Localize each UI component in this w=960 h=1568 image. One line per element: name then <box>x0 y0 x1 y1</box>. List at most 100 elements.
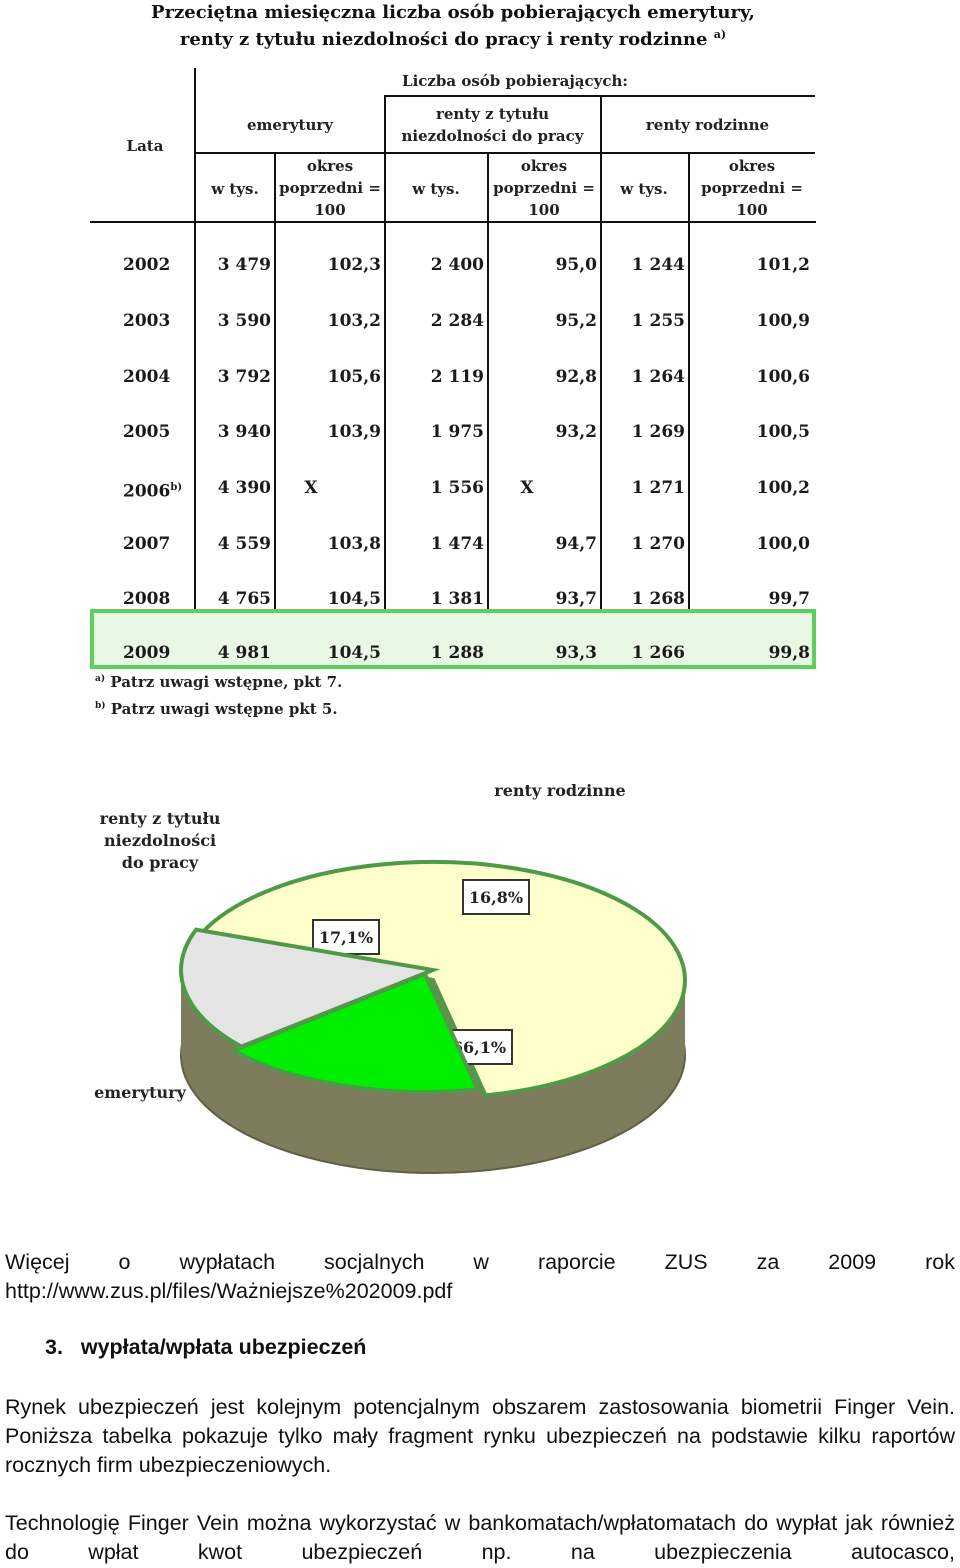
table-cell-c2: 102,3 <box>327 255 381 275</box>
subheader-index: okres poprzedni = 100 <box>275 155 385 221</box>
pie-chart: 66,1% 17,1% 16,8% <box>179 860 687 1174</box>
footnote-b-mark: b) <box>95 701 106 711</box>
table-cell-c1: 3 590 <box>217 311 271 331</box>
subheader-index-line-1: okres <box>306 157 354 175</box>
pie-slice-1 <box>228 971 481 1094</box>
table-cell-c4: X <box>520 478 534 498</box>
source-link[interactable]: http://www.zus.pl/files/Ważniejsze%20200… <box>5 1279 453 1303</box>
paragraph-finger-vein-atm: Technologię Finger Vein można wykorzysta… <box>5 1511 955 1564</box>
table-cell-c1: 3 479 <box>217 255 271 275</box>
table-cell-c4: 95,0 <box>555 255 597 275</box>
subheader-index-line-3: 100 <box>736 201 768 219</box>
table-cell-c4: 95,2 <box>555 311 597 331</box>
header-renty-niezdolnosc-line-1: renty z tytułu <box>435 105 550 123</box>
pie-slices: 66,1% 17,1% 16,8% <box>179 860 687 1098</box>
pie-label-emerytury: emerytury <box>94 1083 186 1102</box>
more-info-word: 2009 <box>828 1250 877 1274</box>
pie-slice-label-box <box>312 919 380 955</box>
table-cell-c6: 100,9 <box>756 311 810 331</box>
pie-label-renty-niezdolnosc: renty z tytułu niezdolności do pracy <box>85 808 235 874</box>
table-cell-c3: 1 288 <box>430 643 484 663</box>
subheader-index-line-3: 100 <box>528 201 560 219</box>
pie-label-renty-niezdolnosc-line-1: renty z tytułu <box>99 809 221 828</box>
table-cell-c5: 1 269 <box>631 422 685 442</box>
table-cell-c5: 1 271 <box>631 478 685 498</box>
cell-year-text: 2009 <box>123 643 171 663</box>
table-cell-c5: 1 255 <box>631 311 685 331</box>
cell-year-text: 2008 <box>123 589 171 609</box>
cell-year: 2008 <box>123 588 170 610</box>
table-cell-c3: 2 119 <box>430 367 484 387</box>
subheader-index-line-2: poprzedni = <box>279 179 381 197</box>
table-cell-c3: 1 381 <box>430 589 484 609</box>
table-cell-c3: 1 975 <box>430 422 484 442</box>
more-info-word: wypłatach <box>179 1250 276 1274</box>
header-renty-niezdolnosc-line-2: niezdolności do pracy <box>401 127 584 145</box>
footnote-a-text: Patrz uwagi wstępne, pkt 7. <box>110 673 343 691</box>
subheader-index-line-2: poprzedni = <box>493 179 595 197</box>
table-cell-c4: 93,3 <box>555 643 597 663</box>
cell-year: 2002 <box>123 254 170 276</box>
table-cell-c1: 4 559 <box>217 534 271 554</box>
section-heading-text: wypłata/wpłata ubezpieczeń <box>80 1335 367 1359</box>
pie-label-renty-niezdolnosc-line-3: do pracy <box>121 853 199 872</box>
table-cell-c5: 1 244 <box>631 255 685 275</box>
subheader-thousands: w tys. <box>620 180 668 198</box>
pie-slice-label-box <box>462 879 530 915</box>
column-divider <box>487 152 489 669</box>
pie-slice-2 <box>179 927 441 1049</box>
paragraph-insurance-market: Rynek ubezpieczeń jest kolejnym potencja… <box>5 1395 955 1477</box>
table-cell-c4: 93,7 <box>555 589 597 609</box>
table-cell-c6: 99,7 <box>768 589 810 609</box>
table-cell-c3: 2 284 <box>430 311 484 331</box>
table-cell-c4: 94,7 <box>555 534 597 554</box>
cell-year-text: 2007 <box>123 534 171 554</box>
table-cell-c4: 92,8 <box>555 367 597 387</box>
pie-slice-label: 66,1% <box>452 1038 506 1057</box>
table-cell-c6: 100,5 <box>756 422 810 442</box>
header-years: Lata <box>126 137 164 155</box>
more-info-word: o <box>118 1250 131 1274</box>
table-title-text: renty z tytułu niezdolności do pracy i r… <box>179 29 708 50</box>
table-cell-c6: 101,2 <box>756 255 810 275</box>
footnote-b-text: Patrz uwagi wstępne pkt 5. <box>110 700 338 718</box>
subheader-index: okres poprzedni = 100 <box>689 155 815 221</box>
subheader-index: okres poprzedni = 100 <box>488 155 600 221</box>
table-cell-c1: 4 981 <box>217 643 271 663</box>
table-cell-c3: 1 474 <box>430 534 484 554</box>
table-title-line-2: renty z tytułu niezdolności do pracy i r… <box>0 28 906 50</box>
subheader-index-line-2: poprzedni = <box>701 179 803 197</box>
subheader-index-line-1: okres <box>728 157 776 175</box>
header-rule-bottom <box>90 221 816 223</box>
header-renty-rodzinne: renty rodzinne <box>645 116 770 134</box>
table-cell-c4: 93,2 <box>555 422 597 442</box>
cell-year: 2004 <box>123 366 170 388</box>
more-info-word: raporcie <box>537 1250 616 1274</box>
header-group: Liczba osób pobierających: <box>402 72 628 90</box>
table-cell-c1: 3 792 <box>217 367 271 387</box>
table-cell-c2: 103,8 <box>327 534 381 554</box>
table-cell-c1: 4 390 <box>217 478 271 498</box>
table-cell-c5: 1 270 <box>631 534 685 554</box>
header-emerytury: emerytury <box>246 116 334 134</box>
section-heading-number: 3. <box>45 1335 63 1359</box>
subheader-index-line-3: 100 <box>314 201 346 219</box>
table-title-note: a) <box>713 28 727 41</box>
cell-year: 2006b) <box>123 477 183 502</box>
cell-year-note: b) <box>170 482 183 493</box>
footnote-b: b) Patrz uwagi wstępne pkt 5. <box>95 700 338 718</box>
table-cell-c5: 1 268 <box>631 589 685 609</box>
cell-year-text: 2005 <box>123 422 171 442</box>
more-info-word: ZUS <box>664 1250 708 1274</box>
table-cell-c2: 105,6 <box>327 367 381 387</box>
table-cell-c5: 1 264 <box>631 367 685 387</box>
cell-year: 2003 <box>123 310 170 332</box>
column-divider <box>274 152 276 669</box>
more-info-word: rok <box>925 1250 955 1274</box>
table-cell-c6: 100,6 <box>756 367 810 387</box>
more-info-word: za <box>756 1250 780 1274</box>
table-cell-c5: 1 266 <box>631 643 685 663</box>
cell-year: 2009 <box>123 642 170 664</box>
header-renty-niezdolnosc: renty z tytułu niezdolności do pracy <box>385 103 600 147</box>
pie-slice-label: 16,8% <box>469 888 523 907</box>
